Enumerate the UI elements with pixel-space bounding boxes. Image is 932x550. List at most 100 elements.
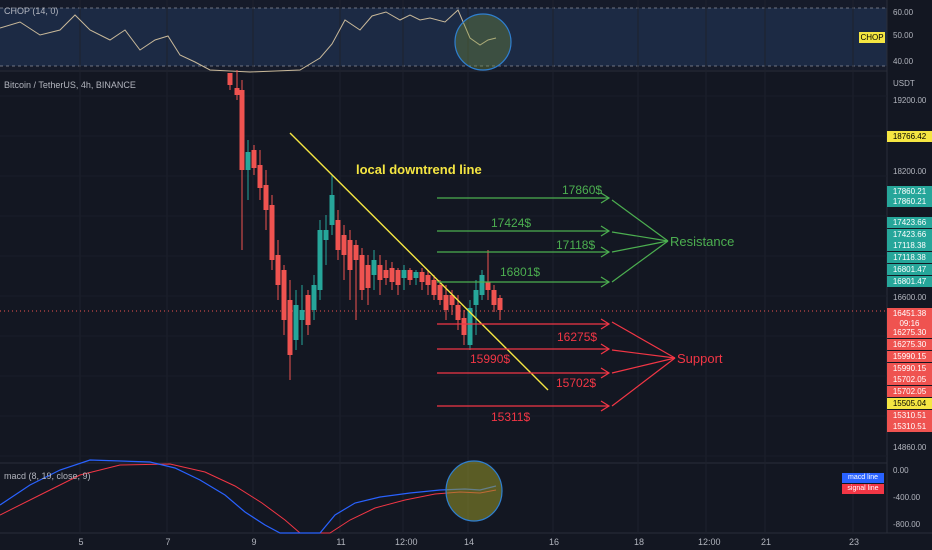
candle [467,300,473,350]
candle [341,225,347,280]
candle [239,80,245,250]
candle-body [449,295,455,305]
chop-title: CHOP (14, 0) [4,6,59,16]
downtrend-line[interactable] [289,132,549,391]
macd-tick: -800.00 [893,520,921,529]
candle [317,220,323,300]
support-arrow [600,343,611,355]
candle-body [323,230,329,240]
candle-body [257,165,263,188]
candle [431,275,437,300]
support-level-label: 15311$ [491,410,531,424]
resistance-connector [611,240,669,283]
candle-body [437,285,443,300]
currency-label: USDT [893,79,915,88]
price-tag: 17860.21 [887,186,932,197]
price-tag: 15990.15 [887,363,932,374]
support-connector [611,321,676,359]
candle [227,73,233,90]
price-tag: 15702.05 [887,374,932,385]
candle-body [234,88,240,95]
candle-body [377,265,383,280]
price-tag: 15702.05 [887,386,932,397]
resistance-connector [611,199,669,242]
candle [365,255,371,305]
candle-body [395,270,401,285]
price-tag: 15505.04 [887,398,932,409]
support-arrow [600,400,611,412]
price-levels [437,192,676,412]
time-axis-label: 21 [760,537,771,547]
price-tag: 09:16 [887,318,932,329]
candle-body [341,235,347,255]
candle-body [287,300,293,355]
candle-body [293,305,299,340]
grid [79,0,854,533]
price-tick: 19200.00 [893,96,927,105]
candle [299,285,305,345]
candle-body [245,152,251,170]
candle [311,275,317,320]
candle [245,140,251,200]
price-tag: 16275.30 [887,327,932,338]
candle [389,262,395,290]
candle-body [227,73,233,85]
resistance-label: Resistance [670,234,735,249]
candle-body [485,282,491,290]
chop-tick: 50.00 [893,31,914,40]
candle-body [311,285,317,310]
chop-range-band [0,8,887,66]
resistance-level-label: 17860$ [562,183,603,197]
resistance-arrow [600,225,611,237]
candle-body [401,270,407,278]
candle [305,290,311,335]
time-axis-label: 14 [463,537,474,547]
signal-legend: signal line [842,484,884,494]
candle [497,295,503,320]
candle [473,280,479,335]
price-tag: 16801.47 [887,276,932,287]
candle-body [347,240,353,270]
support-arrow [600,367,611,379]
candle-body [431,280,437,295]
candle-body [461,318,467,335]
candle [323,215,329,265]
time-axis-label: 11 [336,537,346,547]
resistance-arrow [600,276,611,288]
support-level-label: 16275$ [557,330,598,344]
candle [275,240,281,300]
candle-body [305,295,311,325]
candle [491,285,497,312]
candle-body [239,90,245,170]
price-tag: 15990.15 [887,351,932,362]
price-tag: 16275.30 [887,339,932,350]
candle [251,145,257,175]
macd-series [0,459,497,534]
time-axis-label: 5 [78,537,84,547]
candle-body [317,230,323,290]
macd-legend: macd line [842,473,884,483]
candle [335,210,341,260]
candle-body [491,290,497,305]
support-level-label: 15702$ [556,376,597,390]
candle [359,248,365,300]
symbol-title[interactable]: Bitcoin / TetherUS, 4h, BINANCE [4,80,136,90]
candle [287,280,293,380]
candle-body [371,260,377,275]
candle-body [251,150,257,168]
price-tag: 17423.66 [887,217,932,228]
candle-body [263,185,269,210]
chop-tick: 40.00 [893,57,914,66]
macd-title: macd (8, 19, close, 9) [4,471,91,481]
candle [437,280,443,305]
candle-body [419,272,425,282]
price-tag: 17118.38 [887,240,932,251]
candle-body [443,295,449,310]
resistance-arrow [600,246,611,258]
candle [413,270,419,285]
candle [383,260,389,285]
candle-body [497,298,503,310]
time-axis-label: 12:00 [698,537,721,547]
